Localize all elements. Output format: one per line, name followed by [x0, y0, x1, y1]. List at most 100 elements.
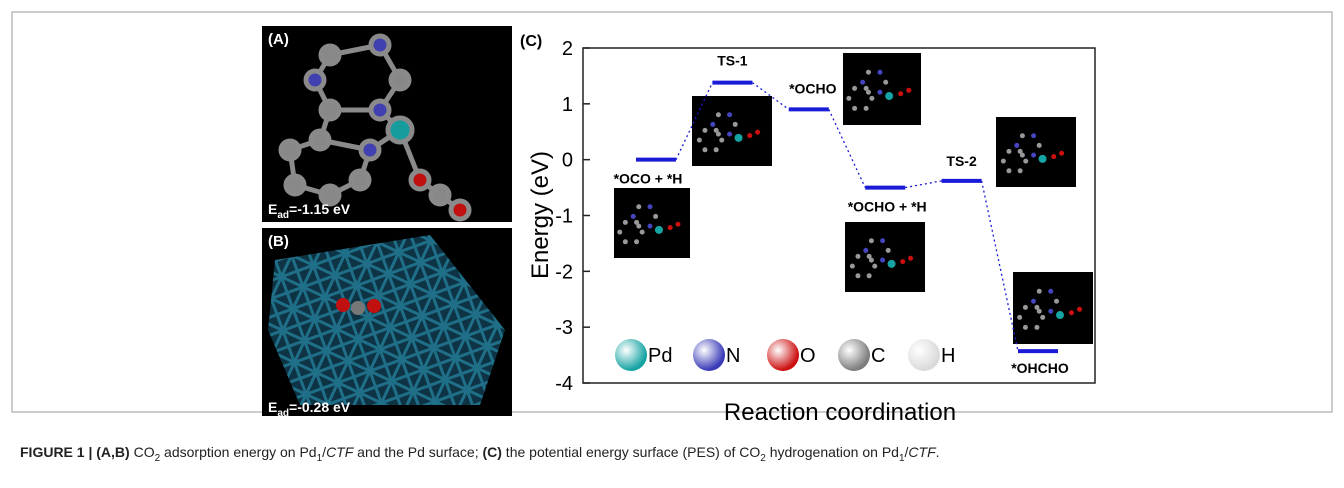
atom [747, 133, 753, 139]
y-tick-label: -1 [555, 206, 573, 228]
legend-swatch [908, 339, 940, 371]
atom [1038, 154, 1047, 163]
atom [1055, 311, 1064, 320]
atom [860, 79, 866, 85]
atom [696, 137, 702, 143]
legend-swatch [693, 339, 725, 371]
atom [667, 225, 673, 231]
atom [1006, 148, 1012, 154]
caption-text: / [322, 444, 326, 460]
atom [863, 247, 869, 253]
atom [863, 105, 869, 111]
y-tick-label: 0 [562, 150, 573, 172]
atom [846, 95, 852, 101]
atom [713, 127, 719, 133]
caption-italic: CTF [326, 444, 355, 460]
caption-text: and the Pd surface; [353, 444, 482, 460]
atom [634, 239, 640, 245]
atom [887, 259, 896, 268]
energy-value: =-1.15 eV [289, 201, 351, 217]
atom [1017, 148, 1023, 154]
atom [715, 131, 721, 137]
atom [1031, 152, 1037, 158]
caption: FIGURE 1 | (A,B) CO 2 adsorption energy o… [20, 444, 940, 464]
atom [1034, 324, 1040, 330]
atom [732, 121, 738, 127]
atom [849, 263, 855, 269]
atom [634, 219, 640, 225]
caption-text: / [905, 444, 909, 460]
pd-surface [268, 235, 505, 405]
legend-label: N [726, 345, 740, 367]
atom [1036, 288, 1042, 294]
molecule-inset [845, 222, 925, 292]
atom [727, 112, 733, 118]
atom [1077, 306, 1083, 312]
connector [675, 82, 713, 160]
atom [1030, 298, 1036, 304]
caption-text: hydrogenation on Pd [766, 444, 899, 460]
y-tick-label: -4 [555, 373, 573, 395]
atom [877, 89, 883, 95]
atom [639, 229, 645, 235]
y-tick-label: 2 [562, 38, 573, 60]
atom [865, 69, 871, 75]
atom [1031, 133, 1037, 139]
atom [1014, 142, 1020, 148]
atom [868, 257, 874, 263]
caption-text: CO [130, 444, 155, 460]
atom [852, 105, 858, 111]
energy-value: =-0.28 eV [289, 399, 351, 415]
caption-subscript: 1 [317, 453, 323, 464]
atom [654, 225, 663, 234]
adsorption-energy: Ead=-0.28 eV [268, 399, 351, 419]
level-label: *OCHO + *H [848, 199, 927, 215]
atom [702, 127, 708, 133]
atom [653, 213, 659, 219]
caption-subscript: 1 [899, 453, 905, 464]
legend-label: Pd [648, 345, 672, 367]
atom [636, 204, 642, 210]
molecule-a [278, 33, 472, 222]
atom [710, 121, 716, 127]
y-tick-label: -2 [555, 261, 573, 283]
energy-subscript: ad [277, 210, 289, 221]
atom [880, 257, 886, 263]
atom [1017, 314, 1023, 320]
atom [865, 89, 871, 95]
panel-label: (A) [268, 31, 289, 48]
atom [883, 79, 889, 85]
atom [1036, 142, 1042, 148]
connector [828, 109, 866, 188]
atom [855, 253, 861, 259]
y-tick-label: 1 [562, 94, 573, 116]
legend-label: H [941, 345, 955, 367]
atom [900, 259, 906, 265]
atom [880, 238, 886, 244]
atom [727, 131, 733, 137]
atom [898, 91, 904, 97]
atom [863, 85, 869, 91]
molecule-inset [614, 188, 690, 258]
y-axis-label: Energy (eV) [527, 151, 554, 279]
atom [866, 253, 872, 259]
legend-swatch [767, 339, 799, 371]
atom [1000, 158, 1006, 164]
atom [647, 204, 653, 210]
level-label: *OCHO [789, 80, 837, 96]
atom [1019, 152, 1025, 158]
caption-lead: FIGURE 1 | (A,B) [20, 444, 130, 460]
atom [1019, 133, 1025, 139]
adsorbate-b [336, 298, 381, 315]
atom [1022, 304, 1028, 310]
atom [1054, 298, 1060, 304]
caption-subscript: 2 [760, 453, 766, 464]
atom [622, 219, 628, 225]
atom [1068, 310, 1074, 316]
panel-label: (C) [520, 33, 542, 50]
energy-symbol: E [268, 399, 277, 415]
caption-text: adsorption energy on Pd [160, 444, 316, 460]
atom [755, 129, 761, 135]
atom [906, 87, 912, 93]
